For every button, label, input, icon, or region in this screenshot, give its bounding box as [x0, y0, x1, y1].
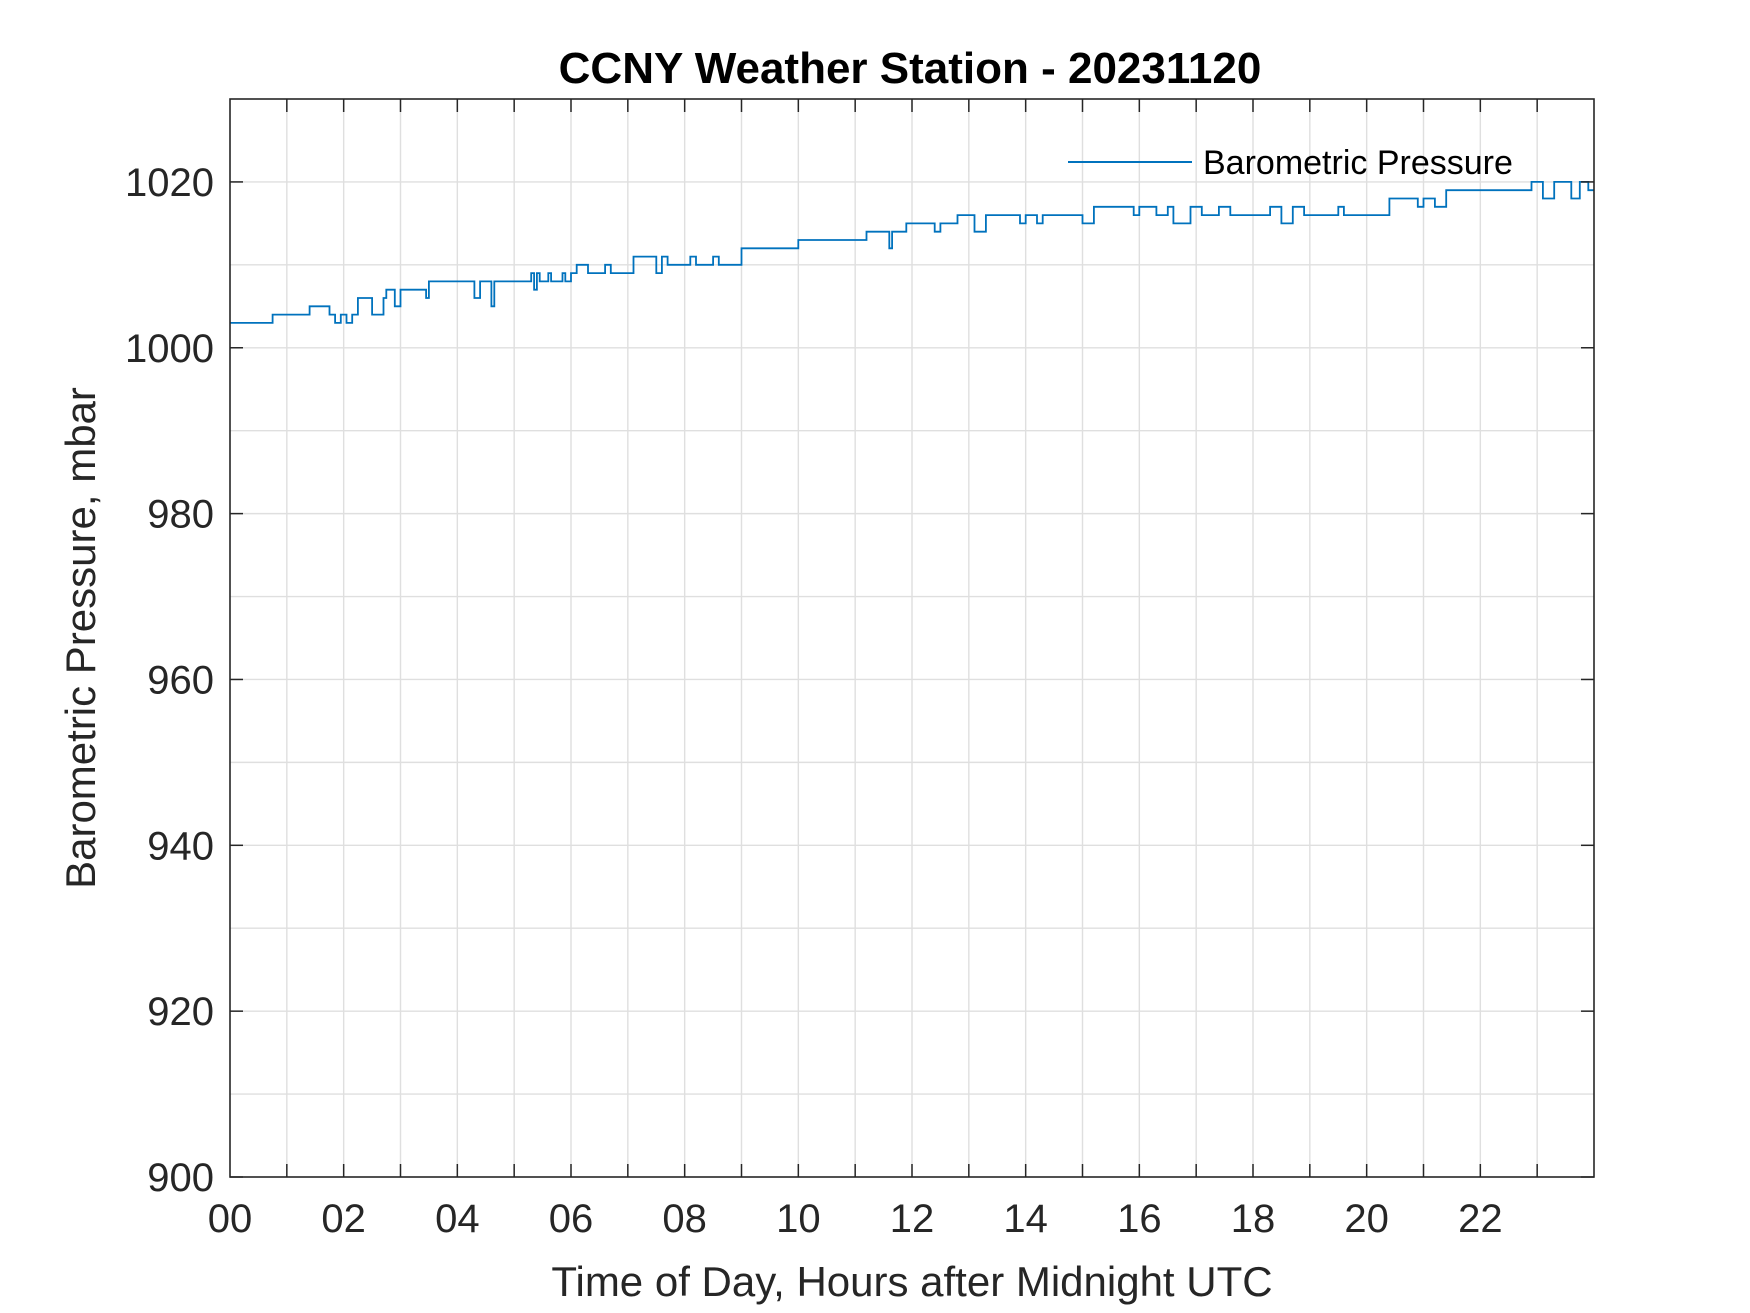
x-tick-label: 04	[435, 1197, 480, 1241]
grid	[230, 99, 1594, 1177]
y-tick-label: 980	[147, 493, 214, 537]
y-tick-label: 940	[147, 824, 214, 868]
y-tick-label: 1020	[125, 161, 214, 205]
y-tick-label: 920	[147, 990, 214, 1034]
x-tick-labels: 00 02 04 06 08 10 12 14 16 18 20 22	[208, 1197, 1503, 1241]
x-tick-label: 00	[208, 1197, 253, 1241]
y-tick-label: 1000	[125, 327, 214, 371]
x-tick-label: 08	[662, 1197, 707, 1241]
x-tick-label: 14	[1003, 1197, 1048, 1241]
plot-series	[230, 181, 1594, 324]
x-tick-label: 06	[549, 1197, 594, 1241]
series-line-barometric-pressure	[230, 181, 1594, 324]
chart-title: CCNY Weather Station - 20231120	[559, 44, 1262, 93]
x-tick-label: 16	[1117, 1197, 1162, 1241]
legend: Barometric Pressure	[1068, 144, 1513, 182]
x-tick-label: 22	[1458, 1197, 1503, 1241]
y-tick-label: 960	[147, 658, 214, 702]
x-tick-label: 20	[1344, 1197, 1389, 1241]
tick-marks	[230, 99, 1594, 1178]
x-tick-label: 12	[890, 1197, 935, 1241]
legend-label: Barometric Pressure	[1203, 144, 1513, 182]
y-tick-label: 900	[147, 1156, 214, 1200]
x-axis-label: Time of Day, Hours after Midnight UTC	[551, 1258, 1272, 1305]
x-tick-label: 02	[321, 1197, 366, 1241]
x-tick-label: 18	[1231, 1197, 1276, 1241]
y-tick-labels: 900 920 940 960 980 1000 1020	[125, 161, 214, 1200]
y-axis-label: Barometric Pressure, mbar	[57, 387, 104, 889]
x-tick-label: 10	[776, 1197, 821, 1241]
